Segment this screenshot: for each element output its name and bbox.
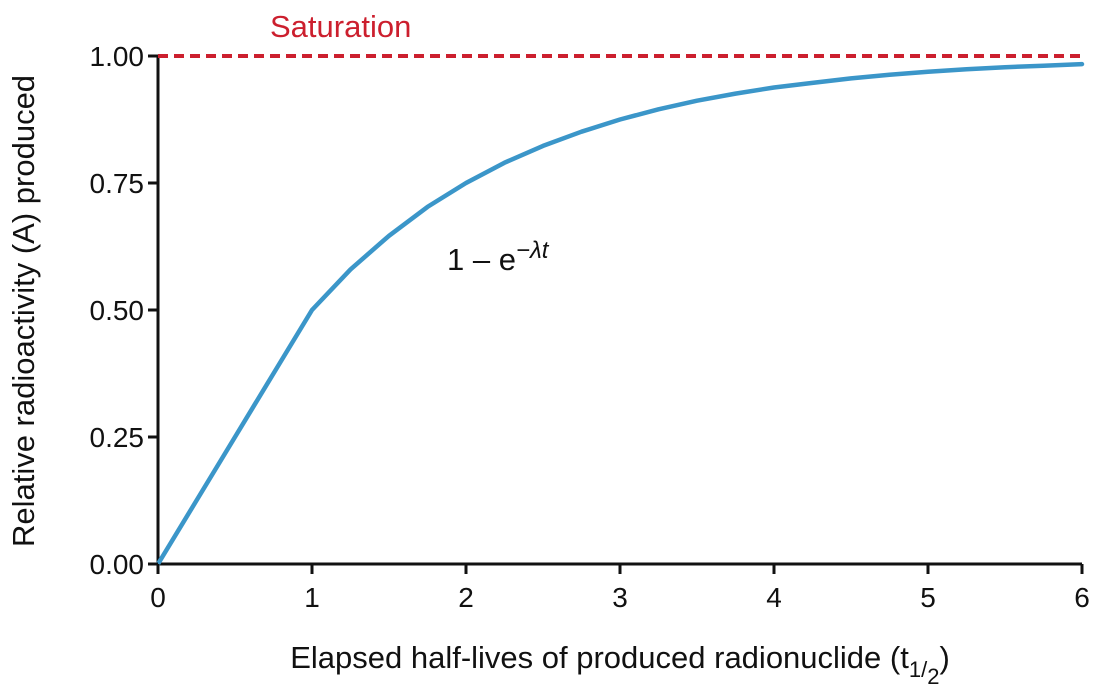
x-tick-label: 6 [1074,582,1090,613]
y-tick-label: 0.25 [90,422,145,453]
x-axis-title-sub-num: 1 [909,657,921,682]
formula-annotation: 1 – e−λt [447,237,550,277]
formula-base: 1 – e [447,242,516,277]
y-tick-label: 0.00 [90,549,145,580]
formula-exponent: −λt [516,237,550,264]
x-tick-label: 0 [150,582,166,613]
x-tick-label: 5 [920,582,936,613]
x-axis-title-sub-sep: / [921,657,928,682]
x-axis-title-main: Elapsed half-lives of produced radionucl… [290,640,909,675]
x-axis-ticks: 0 1 2 3 4 5 6 [150,564,1090,613]
x-tick-label: 3 [612,582,628,613]
y-axis-ticks: 0.00 0.25 0.50 0.75 1.00 [90,41,158,580]
y-tick-label: 1.00 [90,41,145,72]
y-tick-label: 0.50 [90,295,145,326]
x-tick-label: 2 [458,582,474,613]
x-tick-label: 4 [766,582,782,613]
x-axis-title-close: ) [939,640,949,675]
activity-curve [155,61,1085,567]
x-axis-title-sub-den: 2 [927,664,939,689]
y-axis-title: Relative radioactivity (A) produced [6,75,41,547]
x-axis-title: Elapsed half-lives of produced radionucl… [290,640,950,689]
x-tick-label: 1 [304,582,320,613]
y-tick-label: 0.75 [90,168,145,199]
saturation-label: Saturation [270,9,411,44]
